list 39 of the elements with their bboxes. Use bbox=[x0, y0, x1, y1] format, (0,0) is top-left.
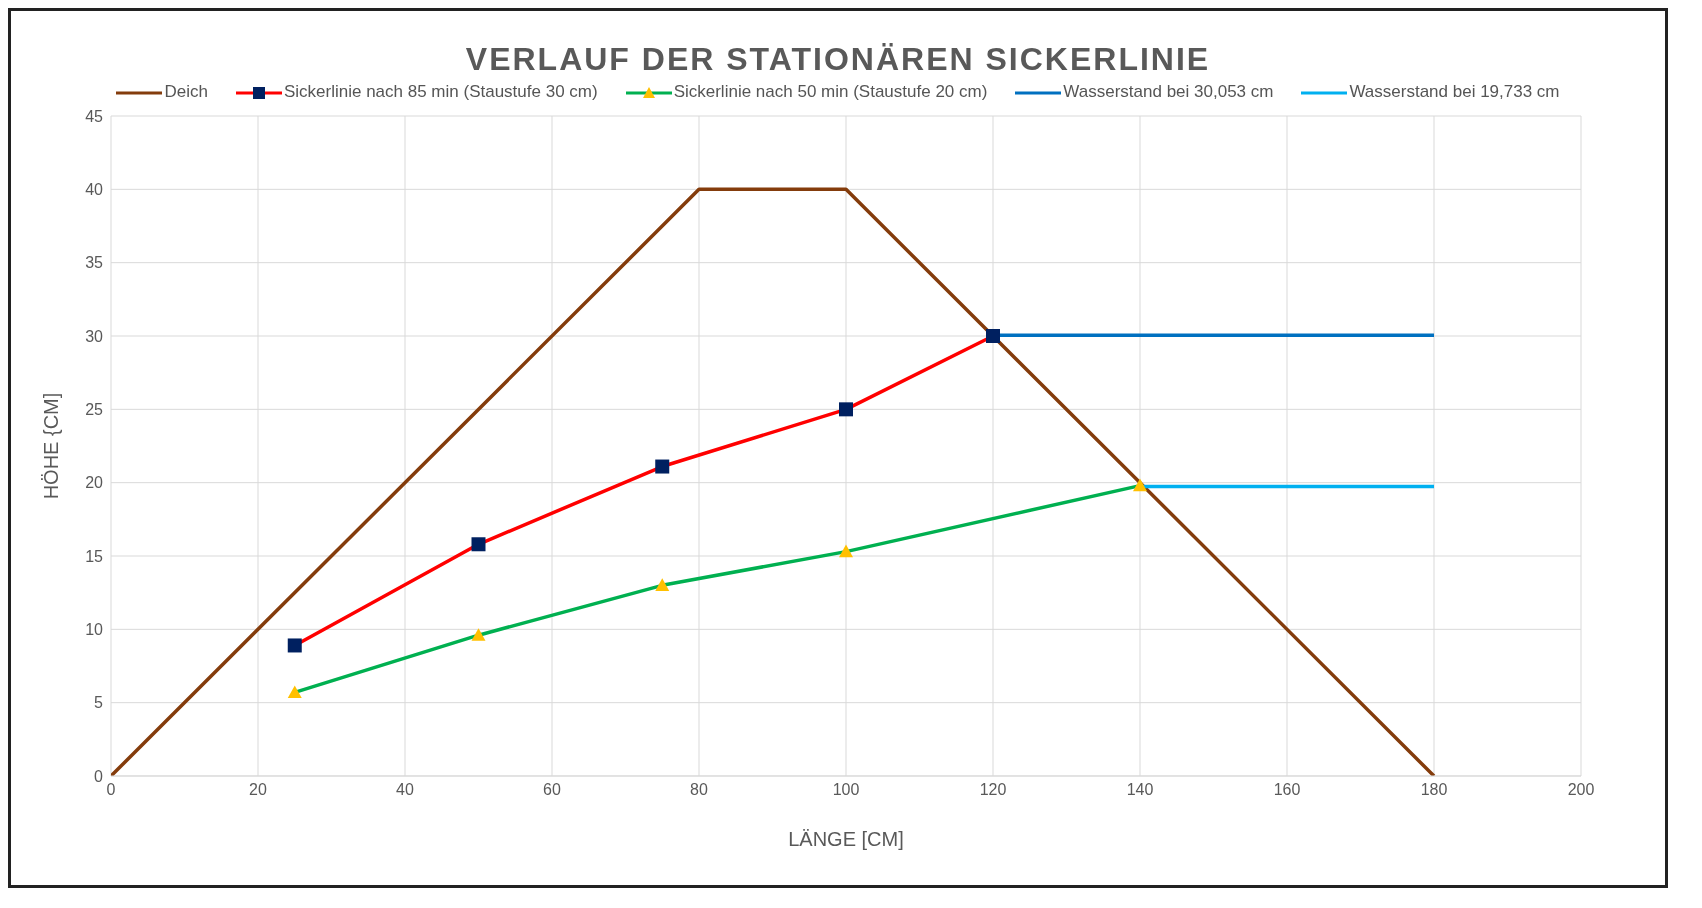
y-tick-label: 20 bbox=[85, 474, 104, 492]
x-tick-label: 180 bbox=[1420, 781, 1448, 799]
point bbox=[287, 685, 302, 698]
y-tick-label: 30 bbox=[85, 327, 104, 345]
point bbox=[986, 329, 1000, 343]
point bbox=[471, 537, 486, 552]
legend-label: Wasserstand bei 30,053 cm bbox=[1062, 82, 1274, 102]
point bbox=[839, 402, 853, 417]
y-tick-label: 40 bbox=[85, 181, 104, 199]
point bbox=[471, 628, 486, 641]
y-tick-label: 45 bbox=[85, 107, 104, 125]
x-tick-label: 0 bbox=[106, 781, 116, 799]
chart-title: VERLAUF DER STATIONÄREN SICKERLINIE bbox=[464, 41, 1212, 78]
point bbox=[1133, 478, 1147, 492]
point bbox=[655, 459, 670, 474]
legend-label: Sickerlinie nach 85 min (Staustufe 30 cm) bbox=[282, 82, 598, 102]
y-tick-label: 10 bbox=[85, 621, 104, 639]
point bbox=[287, 638, 302, 653]
x-tick-label: 120 bbox=[979, 781, 1007, 799]
y-tick-label: 0 bbox=[94, 767, 104, 785]
y-tick-label: 15 bbox=[85, 547, 104, 565]
y-tick-label: 35 bbox=[85, 254, 104, 272]
point bbox=[655, 578, 670, 591]
x-tick-label: 80 bbox=[690, 781, 708, 799]
x-tick-label: 140 bbox=[1126, 781, 1154, 799]
x-tick-label: 160 bbox=[1273, 781, 1301, 799]
x-tick-label: 60 bbox=[543, 781, 561, 799]
x-tick-label: 100 bbox=[832, 781, 860, 799]
legend-label: Wasserstand bei 19,733 cm bbox=[1348, 82, 1560, 102]
x-tick-label: 20 bbox=[249, 781, 267, 799]
legend-label: Deich bbox=[163, 82, 208, 102]
point bbox=[839, 544, 853, 558]
y-tick-label: 25 bbox=[85, 401, 104, 419]
x-axis-title: LÄNGE [CM] bbox=[788, 828, 904, 850]
x-tick-label: 200 bbox=[1567, 781, 1595, 799]
y-axis-title: HÖHE {CM] bbox=[40, 392, 63, 500]
legend-label: Sickerlinie nach 50 min (Staustufe 20 cm) bbox=[672, 82, 988, 102]
y-tick-label: 5 bbox=[94, 694, 104, 712]
x-tick-label: 40 bbox=[396, 781, 414, 799]
